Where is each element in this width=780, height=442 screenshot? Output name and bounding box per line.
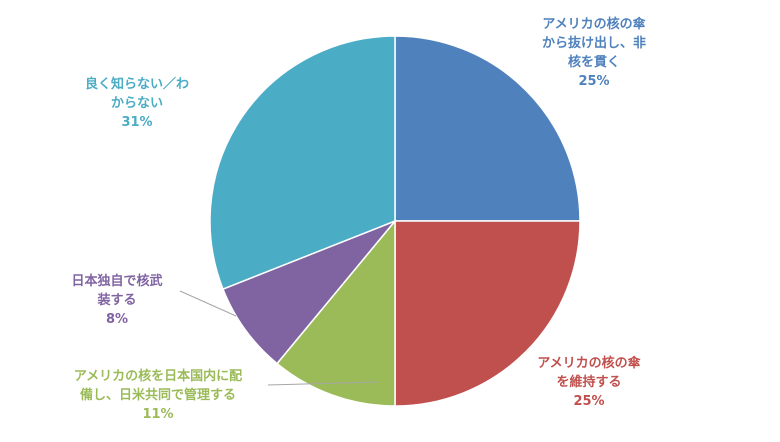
label-leader-line <box>179 290 237 317</box>
slice-label: アメリカの核の傘を維持する 25% <box>537 355 641 409</box>
pie-slice <box>209 35 396 291</box>
label-leader-line <box>267 381 379 386</box>
pie-slice <box>394 220 581 407</box>
slice-name-line: 日本独自で核武 <box>71 273 162 289</box>
slice-percent-label: 25% <box>578 74 609 89</box>
slice-percent-label: 8% <box>106 312 128 327</box>
slice-name-line: からない <box>111 96 163 111</box>
slice-name-line: 良く知らない／わ <box>85 76 189 92</box>
slice-name-line: を維持する <box>556 374 621 390</box>
slice-name-line: アメリカの核の傘 <box>537 355 641 371</box>
pie-slice <box>222 220 396 365</box>
slice-label: アメリカの核の傘から抜け出し、非核を貫く 25% <box>542 16 647 89</box>
slice-label: 日本独自で核武装する 8% <box>71 273 162 327</box>
slice-percent-label: 11% <box>142 407 173 422</box>
pie-slice <box>276 218 396 407</box>
slice-name-line: 核を貫く <box>568 54 620 70</box>
pie-slice <box>394 35 581 222</box>
slice-name-line: 装する <box>96 292 136 308</box>
slice-percent-label: 31% <box>121 115 152 130</box>
slice-name-line: 備し、日米共同で管理する <box>80 387 236 403</box>
slice-name-line: から抜け出し、非 <box>542 35 646 51</box>
slice-percent-label: 25% <box>573 394 604 409</box>
slice-label: 良く知らない／わからない 31% <box>85 76 189 130</box>
slice-label: アメリカの核を日本国内に配備し、日米共同で管理する 11% <box>74 368 242 422</box>
slice-name-line: アメリカの核を日本国内に配 <box>74 368 242 384</box>
slice-name-line: アメリカの核の傘 <box>542 16 646 32</box>
